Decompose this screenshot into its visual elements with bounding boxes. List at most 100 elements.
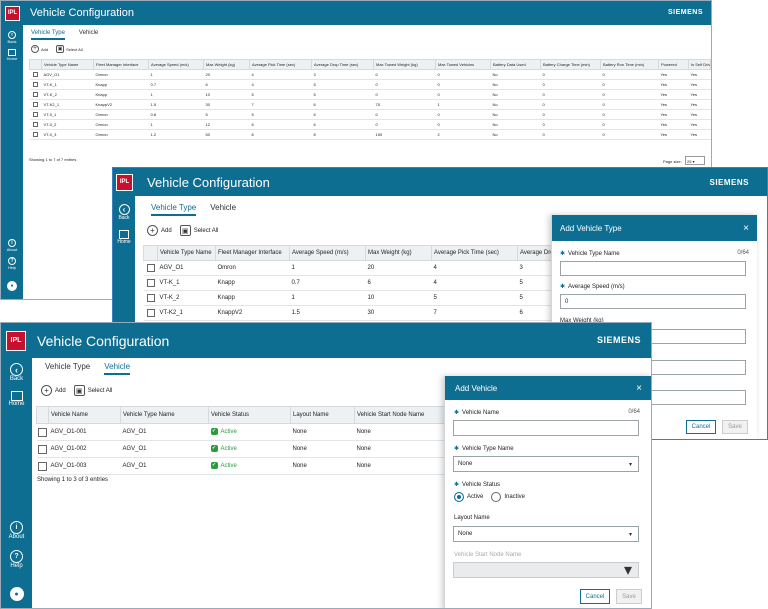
table-cell: 10 [365,290,432,306]
table-row[interactable]: VT-0_3 Omron 1.2 50 8 8 150 2 No 0 0 Yes Yes [29,129,711,140]
row-checkbox[interactable] [146,264,155,272]
close-icon[interactable]: × [636,382,642,394]
table-row[interactable]: VT-K_2 Knapp 1 10 5 5 [143,290,574,306]
vehicle-name-input[interactable] [453,420,639,436]
table-row[interactable]: AGV_O1-003 AGV_O1 ✓ Active None None [36,457,457,475]
column-header[interactable]: Max Weight (kg) [365,245,432,261]
speed-label: ✱ Average Speed (m/s) [560,283,625,290]
row-checkbox[interactable] [33,72,38,78]
column-header[interactable]: Average Speed (m/s) [289,245,366,261]
select-all-button[interactable]: ▣ Select All [56,45,83,53]
table-row[interactable]: VT-K_2 Knapp 1 10 5 5 0 0 No 0 0 Yes Yes [29,89,711,100]
cancel-button[interactable]: Cancel [686,420,716,434]
column-header[interactable]: Battery Charge Time (min) [540,59,601,70]
table-cell: 20 [365,260,432,276]
column-header[interactable]: Is Self Drive [688,59,711,70]
tab-vehicle[interactable]: Vehicle [104,362,131,375]
table-cell: 0 [600,89,659,100]
column-header[interactable]: Battery Run Time (min) [600,59,659,70]
column-header[interactable]: Vehicle Type Name [41,59,94,70]
select-all-button[interactable]: ▣ Select All [73,385,112,396]
sidebar-user[interactable]: ● [1,587,32,601]
tab-vehicle[interactable]: Vehicle [78,30,99,36]
column-header[interactable]: Layout Name [290,406,355,424]
add-button[interactable]: + Add [31,45,48,53]
column-header[interactable]: Fleet Manager Interface [215,245,290,261]
vehicle-type-select[interactable]: None [453,456,639,472]
row-checkbox[interactable] [146,309,155,317]
row-checkbox[interactable] [33,122,38,128]
column-header[interactable]: Average Speed (m/s) [148,59,204,70]
page-size-label: Page size: [663,159,682,164]
top-bar: IPL Vehicle Configuration [1,1,711,25]
column-header[interactable]: Max Towed Vehicles [435,59,491,70]
save-button[interactable]: Save [616,589,642,604]
speed-input[interactable]: 0 [560,294,746,309]
page-size-value: 25 [687,159,692,164]
active-radio[interactable] [454,492,464,502]
table-row[interactable]: AGV_O1-002 AGV_O1 ✓ Active None None [36,440,457,458]
sidebar-home[interactable]: Home [113,230,135,245]
row-checkbox[interactable] [146,279,155,287]
table-row[interactable]: AGV_O1-001 AGV_O1 ✓ Active None None [36,423,457,441]
table-row[interactable]: VT-0_2 Omron 1 12 6 6 0 0 No 0 0 Yes Yes [29,119,711,130]
table-row[interactable]: VT-K_1 Knapp 0.7 6 4 5 [143,275,574,291]
save-button[interactable]: Save [722,420,748,434]
column-header[interactable]: Powered [658,59,689,70]
row-select-cell [143,305,158,321]
sidebar-home[interactable]: Home [1,49,23,61]
close-icon[interactable]: × [743,222,749,234]
column-header[interactable]: Max Towed Weight (kg) [373,59,436,70]
row-checkbox[interactable] [33,132,38,138]
column-header[interactable]: Vehicle Type Name [157,245,216,261]
table-row[interactable]: VT-K2_1 KnappV2 1.5 30 7 6 75 1 No 0 0 Yes Yes [29,99,711,110]
row-checkbox[interactable] [146,294,155,302]
table-row[interactable]: AGV_O1 Omron 1 20 4 3 [143,260,574,276]
column-header[interactable]: Average Pick Time (sec) [249,59,312,70]
sidebar-home[interactable]: Home [1,391,32,407]
column-header[interactable]: Fleet Manager Interface [93,59,149,70]
sidebar-about[interactable]: i About [1,521,32,540]
inactive-radio[interactable] [491,492,502,502]
column-header[interactable]: Vehicle Status [208,406,291,424]
column-header[interactable]: Vehicle Type Name [120,406,209,424]
sidebar-help[interactable]: ? Help [1,550,32,569]
page-size-select[interactable]: 25 ▾ [685,156,705,165]
tab-vehicle-type[interactable]: Vehicle Type [45,362,91,371]
sidebar-help[interactable]: ? Help [1,257,23,270]
sidebar-about[interactable]: i About [1,239,23,252]
sidebar-back[interactable]: ‹ Back [1,363,32,382]
vehicle-type-name-input[interactable] [560,261,746,276]
column-header[interactable]: Vehicle Start Node Name [354,406,457,424]
tab-vehicle-type[interactable]: Vehicle Type [31,30,65,40]
sidebar-back[interactable]: ‹ Back [1,31,23,44]
row-checkbox[interactable] [33,82,38,88]
table-row[interactable]: AGV_O1 Omron 1 20 4 3 0 0 No 0 0 Yes Yes [29,69,711,80]
row-checkbox[interactable] [33,112,38,118]
column-header[interactable]: Vehicle Name [48,406,121,424]
column-header[interactable]: Average Pick Time (sec) [431,245,518,261]
column-header[interactable]: Battery Data Used [490,59,541,70]
table-row[interactable]: VT-K_1 Knapp 0.7 6 4 5 0 0 No 0 0 Yes Yes [29,79,711,90]
row-checkbox[interactable] [38,461,47,471]
table-row[interactable]: VT-K2_1 KnappV2 1.5 30 7 6 [143,305,574,321]
column-header[interactable]: Average Drop Time (sec) [311,59,374,70]
layout-name-select[interactable]: None [453,526,639,542]
table-cell: 30 [365,305,432,321]
table-cell: 0 [600,109,659,120]
row-checkbox[interactable] [38,427,47,437]
sidebar-back[interactable]: ‹ Back [113,204,135,221]
cancel-button[interactable]: Cancel [580,589,610,604]
row-checkbox[interactable] [38,444,47,454]
tab-vehicle-type[interactable]: Vehicle Type [151,203,197,216]
start-node-select[interactable] [453,560,639,580]
column-header[interactable]: Max Weight (kg) [203,59,250,70]
tab-vehicle[interactable]: Vehicle [210,203,237,212]
select-all-button[interactable]: ▣ Select All [179,225,218,236]
sidebar-user[interactable]: ● [1,281,23,291]
add-button[interactable]: + Add [147,225,172,236]
row-checkbox[interactable] [33,102,38,108]
row-checkbox[interactable] [33,92,38,98]
add-button[interactable]: + Add [41,385,66,396]
table-row[interactable]: VT-0_1 Omron 0.8 5 5 6 0 0 No 0 0 Yes Yes [29,109,711,120]
